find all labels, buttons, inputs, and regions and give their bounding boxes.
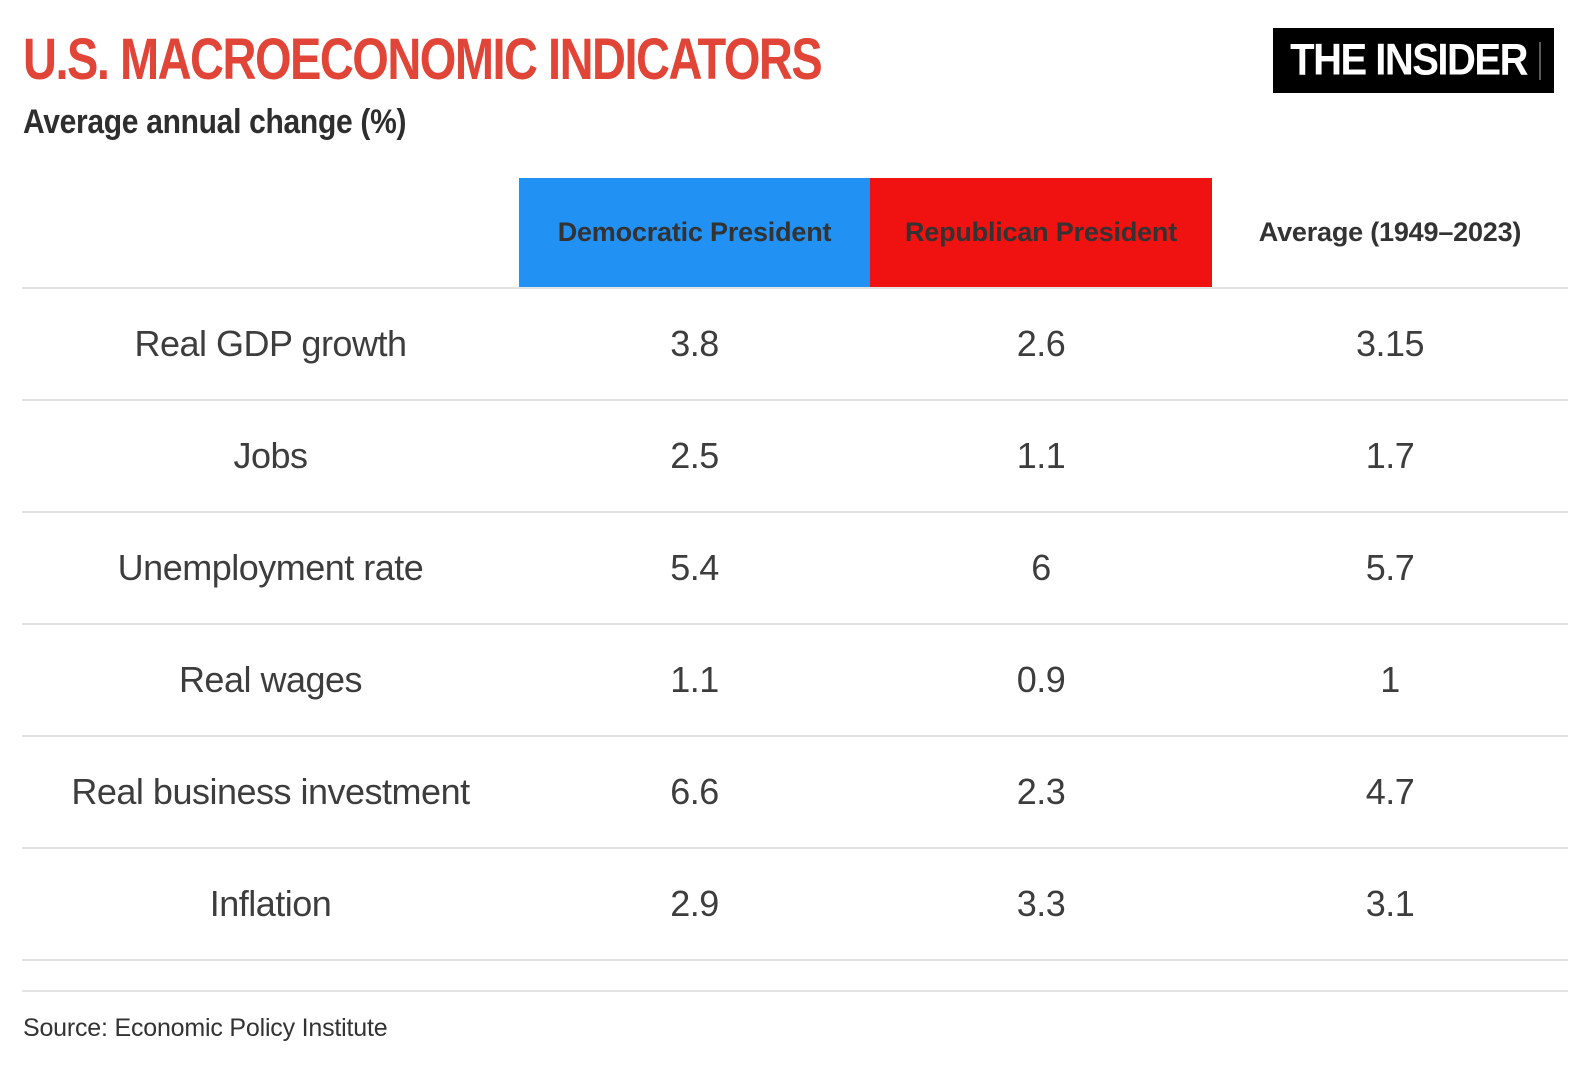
average-value: 3.15 (1355, 323, 1425, 364)
democratic-value: 3.8 (670, 323, 719, 364)
chart-subtitle: Average annual change (%) (23, 103, 407, 141)
column-header-average: Average (1949–2023) (1258, 217, 1522, 247)
table-row: Real wages 1.1 0.9 1 (22, 625, 1568, 737)
democratic-value: 6.6 (670, 771, 719, 812)
republican-value: 2.6 (1016, 323, 1066, 364)
democratic-value: 5.4 (670, 547, 719, 588)
table-header-row: Democratic President Republican Presiden… (22, 178, 1568, 289)
republican-value: 0.9 (1016, 659, 1066, 700)
table-row: Unemployment rate 5.4 6 5.7 (22, 513, 1568, 625)
column-header-republican: Republican President (870, 178, 1212, 287)
row-label: Unemployment rate (117, 547, 424, 588)
column-header-democratic: Democratic President (519, 178, 870, 287)
average-value: 1 (1380, 659, 1400, 700)
indicators-table: Democratic President Republican Presiden… (22, 178, 1568, 992)
row-label: Inflation (209, 883, 332, 924)
average-value: 1.7 (1365, 435, 1415, 476)
brand-logo: THE INSIDER (1273, 28, 1554, 93)
logo-divider-bar (1539, 41, 1541, 80)
republican-value: 2.3 (1016, 771, 1066, 812)
brand-logo-text: THE INSIDER (1290, 35, 1528, 85)
column-header-empty (22, 178, 519, 287)
table-row: Real GDP growth 3.8 2.6 3.15 (22, 289, 1568, 401)
row-label: Real business investment (71, 771, 470, 812)
democratic-value: 2.9 (670, 883, 719, 924)
row-label: Real wages (178, 659, 363, 700)
table-row: Jobs 2.5 1.1 1.7 (22, 401, 1568, 513)
average-value: 5.7 (1365, 547, 1415, 588)
row-label: Real GDP growth (134, 323, 407, 364)
democratic-value: 2.5 (670, 435, 719, 476)
average-value: 3.1 (1365, 883, 1415, 924)
republican-value: 1.1 (1016, 435, 1066, 476)
source-note: Source: Economic Policy Institute (23, 1014, 388, 1042)
table-footer-spacer (22, 961, 1568, 992)
table-row: Inflation 2.9 3.3 3.1 (22, 849, 1568, 961)
table-row: Real business investment 6.6 2.3 4.7 (22, 737, 1568, 849)
republican-value: 6 (1031, 547, 1051, 588)
democratic-value: 1.1 (670, 659, 719, 700)
republican-value: 3.3 (1016, 883, 1066, 924)
row-label: Jobs (233, 435, 308, 476)
average-value: 4.7 (1365, 771, 1415, 812)
page-title: U.S. MACROECONOMIC INDICATORS (23, 25, 823, 92)
